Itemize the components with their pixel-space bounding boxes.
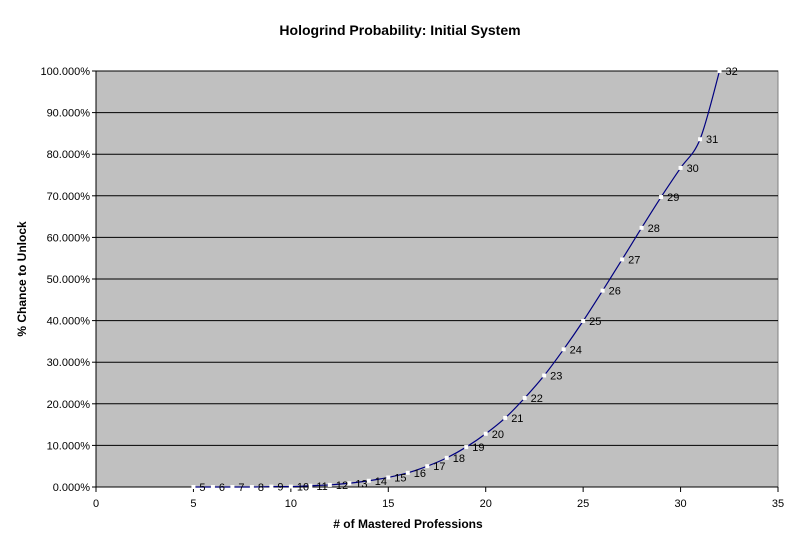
- gridlines: [96, 70, 778, 446]
- x-tick-label: 0: [93, 498, 99, 510]
- data-point: [464, 445, 469, 450]
- series-line: [193, 70, 721, 488]
- data-point: [269, 484, 274, 489]
- x-tick-label: 35: [772, 498, 784, 510]
- data-point: [210, 485, 215, 489]
- y-tick-label: 70.000%: [47, 191, 91, 203]
- x-tick-label: 10: [285, 498, 297, 510]
- series: [191, 69, 722, 489]
- data-label: 11: [316, 481, 327, 493]
- data-label: 8: [258, 482, 264, 494]
- data-label: 13: [355, 478, 367, 490]
- data-point: [366, 478, 371, 483]
- data-label: 6: [219, 482, 225, 494]
- data-label: 30: [687, 163, 699, 175]
- data-point: [327, 482, 332, 487]
- data-point: [678, 165, 683, 170]
- x-tick-label: 30: [674, 498, 686, 510]
- data-label: 21: [511, 413, 523, 425]
- y-tick-label: 80.000%: [47, 149, 91, 161]
- y-tick-label: 40.000%: [47, 316, 91, 328]
- data-label: 27: [628, 254, 640, 266]
- data-label: 29: [667, 192, 679, 204]
- data-label: 23: [550, 371, 562, 383]
- data-label: 7: [238, 482, 244, 494]
- data-label: 31: [706, 134, 718, 146]
- data-label: 14: [375, 476, 387, 488]
- data-label: 20: [492, 429, 504, 441]
- chart-title: Hologrind Probability: Initial System: [279, 22, 520, 38]
- data-label: 26: [609, 286, 621, 298]
- data-label: 19: [472, 442, 484, 454]
- data-label: 5: [199, 482, 205, 494]
- data-label: 25: [589, 316, 601, 328]
- data-point: [600, 288, 605, 293]
- data-point: [522, 395, 527, 400]
- data-label: 22: [531, 393, 543, 405]
- data-point: [191, 485, 196, 489]
- x-axis-label: # of Mastered Professions: [333, 517, 483, 531]
- data-point: [659, 195, 664, 200]
- y-axis-label: % Chance to Unlock: [15, 221, 29, 337]
- data-point: [698, 137, 703, 142]
- data-point: [425, 464, 430, 469]
- data-label: 9: [277, 482, 283, 494]
- data-point: [249, 485, 254, 489]
- data-label: 24: [570, 344, 582, 356]
- y-tick-label: 10.000%: [47, 440, 91, 452]
- data-label: 32: [726, 66, 738, 78]
- data-label: 15: [394, 472, 406, 484]
- data-point: [347, 481, 352, 486]
- data-label: 18: [453, 453, 465, 465]
- data-point: [717, 69, 722, 73]
- x-tick-label: 25: [577, 498, 589, 510]
- data-point: [308, 483, 313, 488]
- data-point: [405, 470, 410, 475]
- y-tick-label: 20.000%: [47, 399, 91, 411]
- data-point: [483, 431, 488, 436]
- data-point: [230, 485, 235, 489]
- data-label: 12: [336, 480, 348, 492]
- data-point: [620, 257, 625, 262]
- data-point: [561, 347, 566, 352]
- data-point: [503, 415, 508, 420]
- data-point: [444, 455, 449, 460]
- x-tick-label: 20: [480, 498, 492, 510]
- data-point: [639, 225, 644, 230]
- data-label: 28: [648, 223, 660, 235]
- data-label: 17: [433, 461, 445, 473]
- data-label: 16: [414, 468, 426, 480]
- data-label: 10: [297, 482, 309, 494]
- y-tick-label: 50.000%: [47, 274, 91, 286]
- data-point: [581, 319, 586, 324]
- y-tick-label: 100.000%: [40, 66, 90, 78]
- x-tick-label: 15: [382, 498, 394, 510]
- x-tick-label: 5: [190, 498, 196, 510]
- y-tick-label: 90.000%: [47, 108, 91, 120]
- data-point: [288, 484, 293, 489]
- y-tick-label: 0.000%: [53, 482, 91, 494]
- y-tick-label: 60.000%: [47, 232, 91, 244]
- axes: 0.000% 10.000% 20.000% 30.000% 40.000% 50.000…: [40, 66, 784, 510]
- data-point: [386, 475, 391, 480]
- data-labels: 5 6 7 8 9 10 11 12 13 14 15 16 17 18 19 20 21 22 23 24 25 26 2…: [199, 66, 737, 494]
- data-point: [542, 373, 547, 378]
- y-tick-label: 30.000%: [47, 357, 91, 369]
